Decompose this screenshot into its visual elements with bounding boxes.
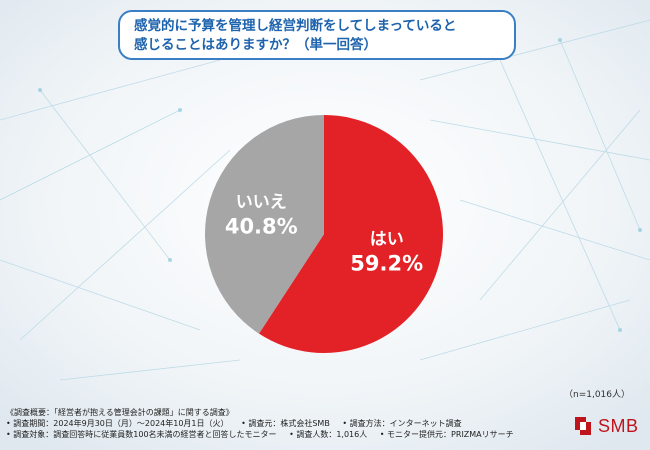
smb-logo-mark [575, 417, 591, 435]
survey-organizer: • 調査元：株式会社SMB [241, 419, 330, 428]
pie-slice-no [204, 115, 324, 334]
smb-logo: SMB [572, 414, 642, 440]
smb-logo-text: SMB [598, 416, 639, 436]
survey-footer: 《調査概要：「経営者が抱える管理会計の課題」に関する調査》 • 調査期間：202… [6, 407, 566, 440]
survey-method: • 調査方法：インターネット調査 [342, 419, 462, 428]
pie-label-no: いいえ [236, 192, 287, 212]
survey-period: • 調査期間：2024年9月30日（月）〜2024年10月1日（火） [6, 419, 229, 428]
question-line-2: 感じることはありますか？（単一回答） [134, 37, 377, 53]
question-box: 感覚的に予算を管理し経営判断をしてしまっていると 感じることはありますか？（単一… [118, 10, 516, 60]
sample-size-label: （n=1,016人） [563, 390, 630, 400]
survey-count: • 調査人数：1,016人 [289, 430, 368, 439]
survey-target: • 調査対象：調査回答時に従業員数100名未満の経営者と回答したモニター [6, 430, 277, 439]
question-line-1: 感覚的に予算を管理し経営判断をしてしまっていると [134, 18, 457, 34]
survey-overview: 《調査概要：「経営者が抱える管理会計の課題」に関する調査》 [6, 408, 234, 417]
pie-slice-yes [258, 115, 443, 353]
pie-value-no: 40.8% [225, 214, 298, 238]
pie-label-yes: はい [370, 230, 404, 250]
pie-value-yes: 59.2% [350, 252, 423, 276]
survey-provider: • モニター提供元：PRIZMAリサーチ [379, 430, 514, 439]
